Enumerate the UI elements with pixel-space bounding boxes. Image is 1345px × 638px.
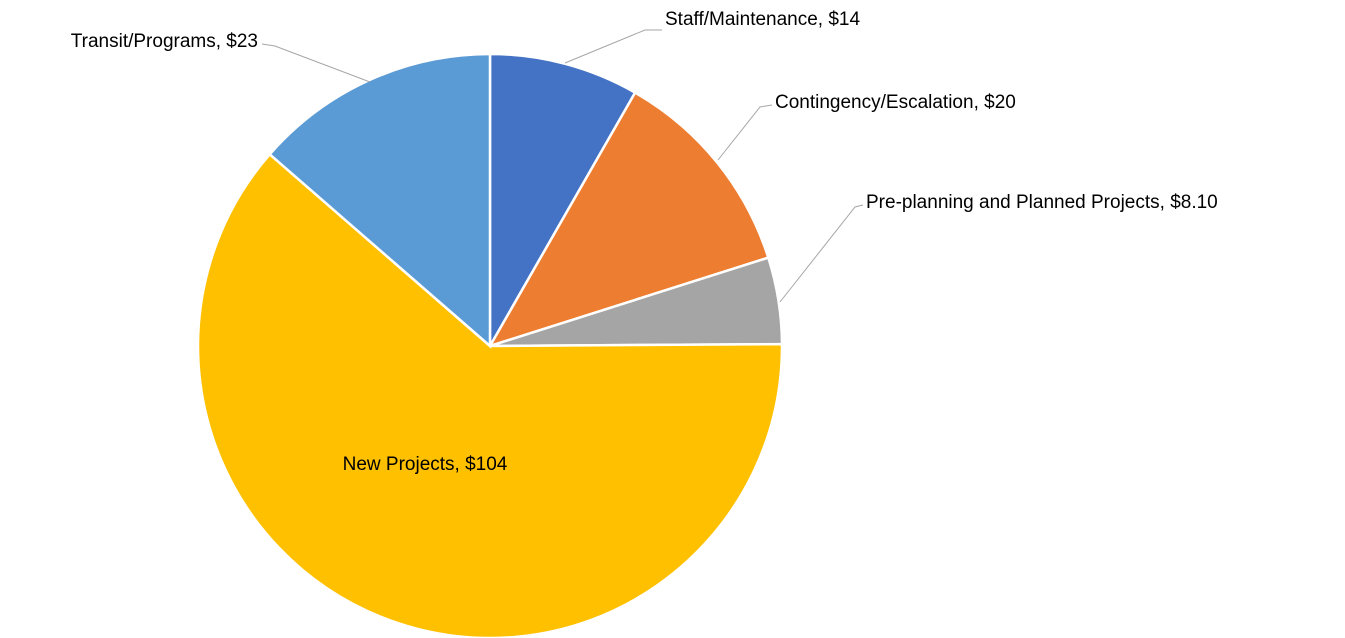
pie-slice [488, 52, 637, 351]
data-label: Transit/Programs, $23 [71, 31, 258, 52]
data-label: New Projects, $104 [343, 454, 508, 475]
data-label: Pre-planning and Planned Projects, $8.10 [866, 192, 1218, 213]
pie-slice [487, 90, 770, 349]
pie-slice [267, 52, 492, 349]
leader-line [564, 29, 662, 64]
pie-slice [196, 152, 784, 638]
data-label: Staff/Maintenance, $14 [665, 9, 860, 30]
leader-line [779, 204, 864, 303]
leader-line [261, 43, 371, 83]
leader-line [717, 104, 773, 161]
data-label: Contingency/Escalation, $20 [775, 92, 1016, 113]
